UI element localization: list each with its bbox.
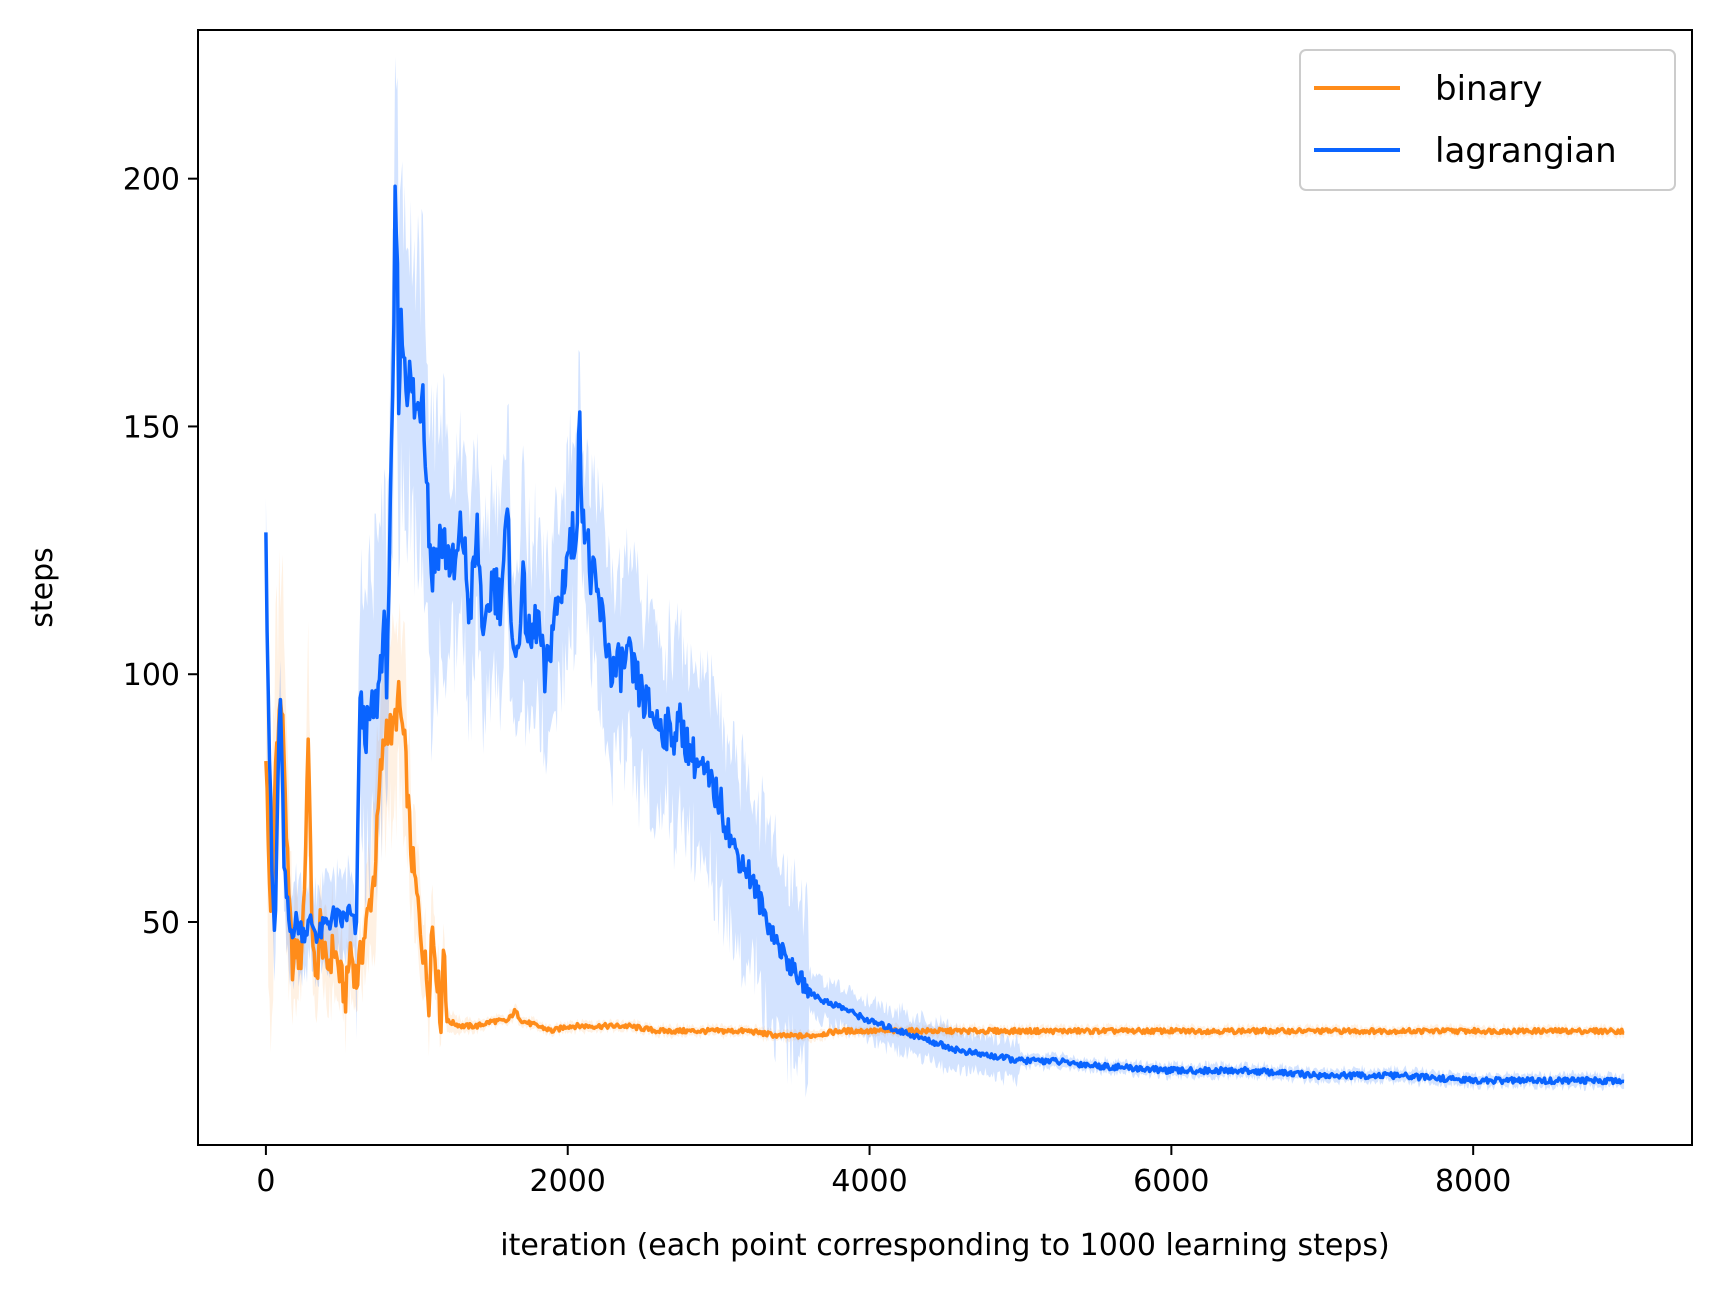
y-tick-label: 50 xyxy=(142,906,180,941)
x-axis-label: iteration (each point corresponding to 1… xyxy=(500,1228,1389,1263)
legend: binary lagrangian xyxy=(1299,49,1676,191)
y-axis-label: steps xyxy=(25,547,60,628)
legend-entry-lagrangian: lagrangian xyxy=(1435,131,1617,171)
plot-frame xyxy=(197,29,1693,1146)
x-tick-label: 6000 xyxy=(1133,1164,1209,1199)
x-tick-label: 0 xyxy=(256,1164,275,1199)
series-lines xyxy=(264,184,1625,1086)
y-axis-ticks: 50 100 150 200 xyxy=(123,163,198,941)
series-line-lagrangian xyxy=(264,184,1625,1086)
band-lagrangian xyxy=(265,57,1625,1098)
x-axis-ticks: 0 2000 4000 6000 8000 xyxy=(256,1145,1511,1199)
series-line-binary xyxy=(264,679,1625,1040)
y-tick-label: 150 xyxy=(123,410,180,445)
legend-entry-binary: binary xyxy=(1435,69,1543,109)
x-tick-label: 4000 xyxy=(831,1164,907,1199)
y-tick-label: 100 xyxy=(123,658,180,693)
confidence-bands xyxy=(265,57,1625,1098)
x-tick-label: 8000 xyxy=(1435,1164,1511,1199)
y-tick-label: 200 xyxy=(123,163,180,198)
legend-box xyxy=(1299,49,1676,191)
x-tick-label: 2000 xyxy=(530,1164,606,1199)
